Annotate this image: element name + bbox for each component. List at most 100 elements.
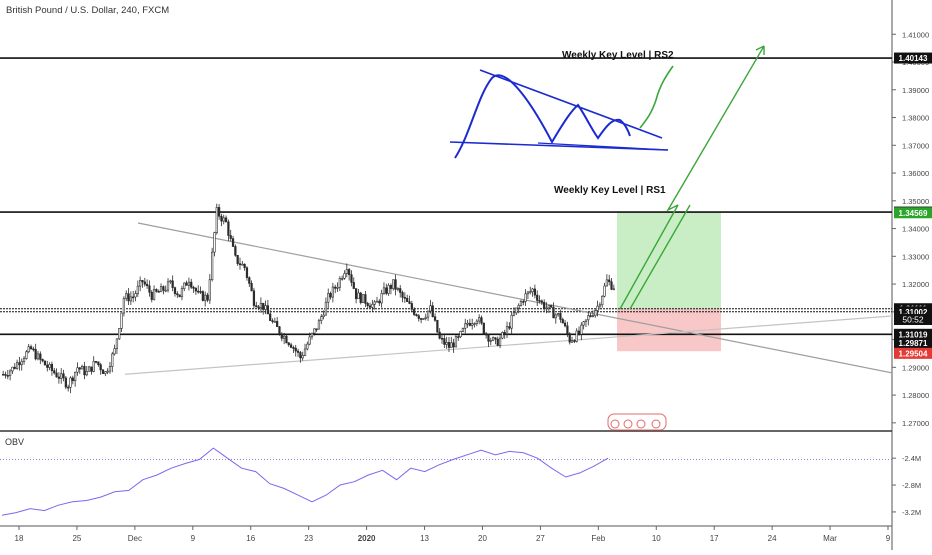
candle-body	[503, 332, 506, 335]
pattern-sketch	[449, 69, 669, 159]
candle-body	[331, 286, 334, 298]
candle-body	[373, 301, 376, 305]
candle-body	[385, 287, 388, 294]
price-badge-2	[894, 207, 932, 219]
candle-body	[76, 367, 79, 373]
candle-body	[601, 295, 604, 306]
candle-body	[380, 293, 383, 304]
candle-body	[29, 346, 33, 350]
candle-body	[213, 232, 216, 253]
candle-body	[308, 336, 311, 345]
candle-body	[375, 300, 379, 303]
candle-body	[433, 316, 437, 321]
candle-body	[310, 332, 314, 338]
sketch-lower-line-2	[537, 142, 669, 151]
candle-body	[545, 307, 548, 310]
candle-body	[563, 322, 567, 327]
candle-body	[466, 322, 469, 325]
candle-body	[280, 333, 283, 339]
time-label-10: Feb	[591, 534, 605, 543]
time-label-3: 9	[191, 534, 196, 543]
candle-body	[234, 246, 237, 256]
candle-body	[524, 293, 527, 302]
candle-body	[171, 280, 174, 288]
candle-body	[250, 283, 253, 292]
candle-body	[222, 217, 225, 222]
candle-body	[101, 369, 105, 374]
candle-body	[41, 359, 44, 362]
candle-body	[387, 285, 390, 294]
candle-body	[57, 376, 61, 379]
candle-body	[204, 294, 207, 301]
price-tick-9: 1.32000	[902, 280, 929, 289]
candle-body	[217, 207, 221, 217]
candle-body	[329, 293, 332, 298]
candle-body	[394, 279, 397, 290]
candle-body	[371, 303, 374, 308]
candle-body	[78, 367, 81, 370]
candle-body	[464, 323, 467, 329]
candle-body	[187, 281, 191, 286]
candle-body	[317, 320, 321, 330]
annotation-rs1: Weekly Key Level | RS1	[554, 185, 666, 196]
candle-body	[547, 305, 550, 309]
candle-body	[568, 333, 571, 343]
price-badges: 1.401431.345931.345691.311111.310021.310…	[894, 52, 932, 359]
candle-body	[276, 321, 279, 328]
candle-body	[20, 360, 23, 366]
sketch-lower-line	[449, 141, 669, 151]
candle-body	[92, 361, 95, 372]
time-label-5: 23	[304, 534, 313, 543]
price-badge-6	[894, 337, 932, 349]
obv-label: OBV	[5, 437, 24, 447]
candle-body	[162, 286, 165, 291]
candle-body	[475, 320, 478, 324]
candle-body	[366, 303, 369, 307]
candle-body	[482, 322, 485, 334]
candle-body	[452, 342, 455, 348]
candle-body	[273, 321, 276, 323]
time-label-4: 16	[246, 534, 255, 543]
candle-body	[148, 285, 151, 293]
candle-body	[368, 305, 372, 308]
candle-body	[526, 291, 530, 295]
candle-body	[364, 294, 367, 304]
candle-body	[582, 321, 585, 326]
sketch-wave	[454, 74, 631, 159]
price-tick-5: 1.36000	[902, 169, 929, 178]
candle-body	[459, 331, 462, 338]
price-badge-0	[894, 52, 932, 64]
candle-body	[438, 331, 441, 339]
candle-body	[155, 289, 158, 292]
candle-body	[53, 370, 56, 374]
candle-body	[491, 337, 495, 341]
candle-body	[2, 373, 5, 376]
price-badge-5	[894, 328, 932, 340]
candle-body	[152, 289, 156, 300]
candle-body	[169, 280, 172, 283]
trend-lines	[124, 222, 893, 375]
candle-body	[487, 334, 490, 342]
candle-body	[580, 324, 583, 335]
candle-body	[575, 330, 578, 342]
candle-body	[554, 314, 557, 319]
candle-body	[85, 371, 88, 376]
candle-body	[605, 279, 608, 287]
candle-body	[248, 277, 251, 284]
candle-body	[505, 326, 509, 335]
candle-body	[87, 366, 91, 372]
candle-body	[501, 332, 504, 339]
candle-body	[132, 296, 135, 299]
candle-body	[264, 305, 267, 310]
time-label-7: 13	[420, 534, 429, 543]
candle-body	[245, 267, 249, 278]
candle-body	[577, 330, 581, 335]
time-label-15: 9	[886, 534, 891, 543]
candle-body	[598, 304, 602, 307]
candle-body	[508, 326, 511, 329]
time-axis[interactable]: 18 25 Dec 9 16 23 2020 13 20 27 Feb 10 17 24 Mar 9	[15, 526, 891, 543]
price-badge-4	[894, 306, 932, 318]
candle-body	[468, 322, 471, 326]
